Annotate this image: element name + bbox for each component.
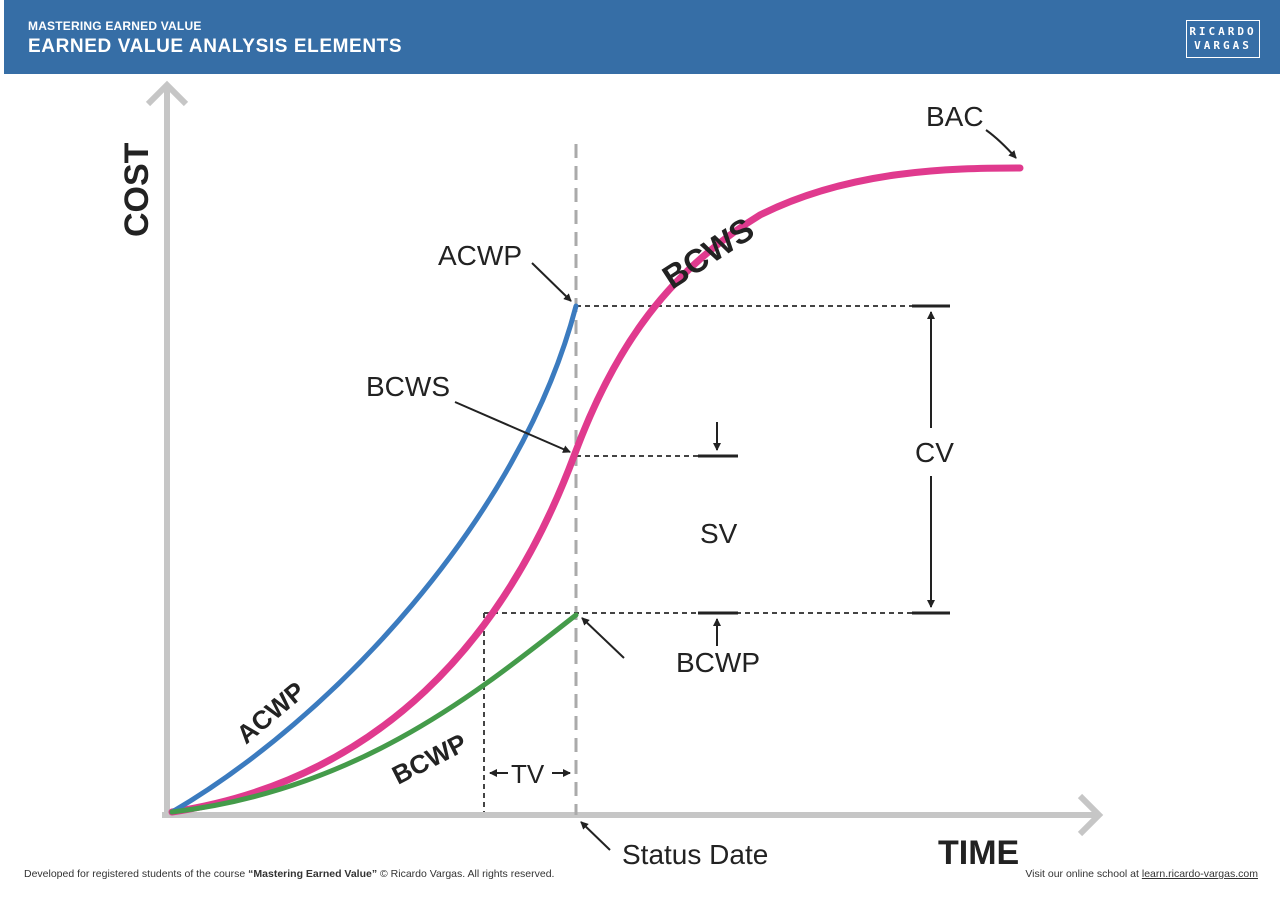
header-bar: MASTERING EARNED VALUE EARNED VALUE ANAL… (4, 0, 1280, 74)
page-title: EARNED VALUE ANALYSIS ELEMENTS (28, 36, 403, 57)
footer-visit: Visit our online school at learn.ricardo… (1025, 868, 1258, 880)
axes (145, 80, 1104, 837)
logo-line-2: VARGAS (1194, 39, 1252, 52)
bac-label: BAC (926, 101, 984, 132)
status-date-label: Status Date (622, 839, 768, 870)
footer-visit-prefix: Visit our online school at (1025, 868, 1142, 880)
acwp-curve (169, 303, 579, 815)
cv-label: CV (915, 437, 954, 468)
x-axis-arrowhead (1077, 793, 1104, 837)
bcws-curve-label: BCWS (656, 210, 761, 296)
y-axis-label: COST (118, 142, 156, 237)
tv-label: TV (511, 759, 545, 789)
bcws-point-label: BCWS (366, 371, 450, 402)
footer-course-name: “Mastering Earned Value” (248, 868, 378, 880)
bcwp-point-label: BCWP (676, 647, 760, 678)
acwp-curve-label: ACWP (231, 676, 311, 750)
sv-label: SV (700, 518, 738, 549)
footer-copyright: Developed for registered students of the… (24, 868, 554, 880)
ricardo-vargas-logo: RICARDO VARGAS (1186, 20, 1260, 58)
course-title: MASTERING EARNED VALUE (28, 19, 202, 33)
acwp-pointer-arrow (531, 262, 572, 302)
footer-copyright-suffix: © Ricardo Vargas. All rights reserved. (377, 868, 555, 880)
bcws-pointer-arrow (454, 401, 571, 453)
status-date-pointer-arrow (580, 821, 611, 851)
x-axis-label: TIME (938, 834, 1019, 872)
footer-copyright-prefix: Developed for registered students of the… (24, 868, 249, 880)
bcws-curve (168, 164, 1024, 816)
bcwp-curve (169, 612, 579, 815)
logo-line-1: RICARDO (1189, 25, 1257, 38)
bcwp-pointer-arrow (581, 617, 625, 659)
acwp-point-label: ACWP (438, 240, 522, 271)
y-axis-arrowhead (145, 80, 189, 107)
bac-pointer-arrow (985, 129, 1017, 159)
footer-school-link[interactable]: learn.ricardo-vargas.com (1141, 868, 1258, 880)
